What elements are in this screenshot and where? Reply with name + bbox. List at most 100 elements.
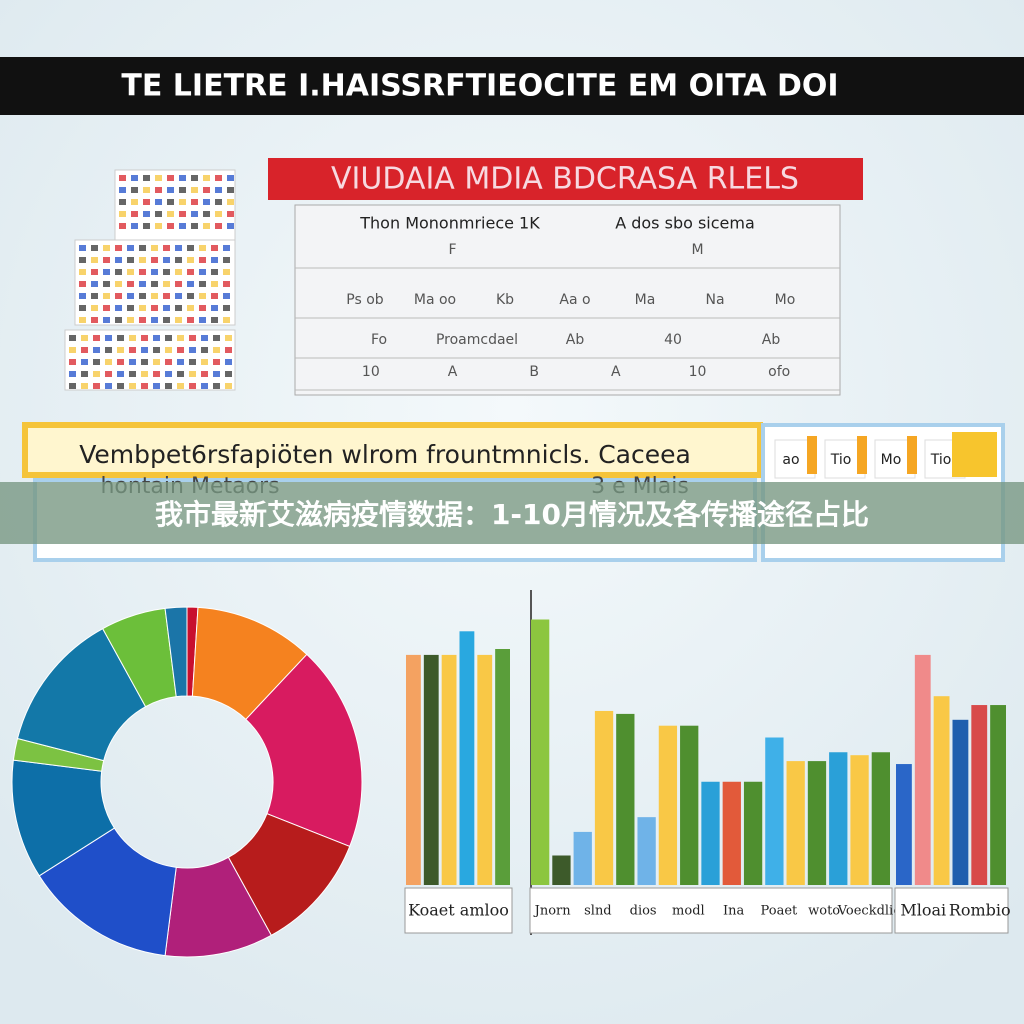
table-cell: ofo: [768, 364, 790, 380]
thumbnail-cell: [163, 293, 170, 299]
thumbnail-cell: [199, 293, 206, 299]
thumbnail-cell: [175, 281, 182, 287]
thumbnail-cell: [177, 371, 184, 377]
thumbnail-cell: [213, 359, 220, 365]
thumbnail-cell: [153, 371, 160, 377]
thumbnail-cell: [141, 383, 148, 389]
thumbnail-cell: [223, 257, 230, 263]
thumbnail-cell: [211, 293, 218, 299]
side-box-label: Mo: [881, 452, 902, 468]
bar: [743, 781, 763, 885]
thumbnail-cell: [91, 257, 98, 263]
table-cell: F: [448, 242, 456, 258]
thumbnail-cell: [227, 187, 234, 193]
thumbnail-cell: [215, 187, 222, 193]
notice-box: [22, 422, 763, 478]
thumbnail-cell: [187, 269, 194, 275]
thumbnail-cell: [81, 383, 88, 389]
bar: [477, 654, 493, 885]
thumbnail-cell: [225, 359, 232, 365]
thumbnail-cell: [91, 317, 98, 323]
thumbnail-cell: [115, 257, 122, 263]
thumbnail-cell: [79, 317, 86, 323]
thumbnail-cell: [129, 371, 136, 377]
bar: [786, 761, 805, 885]
thumbnail-cell: [177, 347, 184, 353]
thumbnail-cell: [187, 293, 194, 299]
bar: [896, 764, 912, 885]
thumbnail-cell: [79, 293, 86, 299]
bar-label: Poaet: [761, 904, 798, 919]
thumbnail-cell: [163, 281, 170, 287]
thumbnail-cell: [153, 335, 160, 341]
thumbnail-cell: [191, 187, 198, 193]
thumbnail-cell: [115, 245, 122, 251]
thumbnail-cell: [79, 281, 86, 287]
thumbnail-cell: [177, 359, 184, 365]
table-cell: Na: [705, 292, 724, 308]
thumbnail-cell: [179, 223, 186, 229]
table-cell: Aa o: [559, 292, 590, 308]
thumbnail-cell: [155, 175, 162, 181]
table-cell: Ab: [762, 332, 781, 348]
thumbnail-cell: [165, 371, 172, 377]
thumbnail-cell: [79, 269, 86, 275]
side-box-label: ao: [782, 452, 799, 468]
thumbnail-cell: [131, 223, 138, 229]
thumbnail-cell: [211, 245, 218, 251]
thumbnail-cell: [69, 371, 76, 377]
thumbnail-cell: [129, 335, 136, 341]
thumbnail-cell: [215, 223, 222, 229]
thumbnail-cell: [69, 359, 76, 365]
label-box: [894, 887, 1009, 934]
thumbnail-cell: [189, 359, 196, 365]
thumbnail-cell: [127, 269, 134, 275]
thumbnail-cell: [177, 335, 184, 341]
thumbnail-cell: [153, 383, 160, 389]
thumbnail-cell: [119, 175, 126, 181]
thumbnail-cell: [151, 257, 158, 263]
thumbnail-cell: [199, 269, 206, 275]
thumbnail-cell: [91, 245, 98, 251]
thumbnail-cell: [69, 335, 76, 341]
thumbnail-cell: [91, 293, 98, 299]
thumbnail-cell: [105, 371, 112, 377]
bar: [573, 831, 592, 885]
thumbnail-cell: [115, 293, 122, 299]
table-banner: [268, 158, 863, 200]
thumbnail-cell: [191, 211, 198, 217]
bar: [952, 719, 969, 885]
thumbnail-cell: [141, 347, 148, 353]
bar-label: Ina: [723, 904, 745, 919]
thumbnail-cell: [153, 347, 160, 353]
thumbnail-cell: [189, 347, 196, 353]
bar: [459, 631, 475, 885]
thumbnail-cell: [155, 211, 162, 217]
donut-segment: [245, 653, 363, 848]
table-cell: Kb: [496, 292, 514, 308]
table-cell: M: [691, 242, 703, 258]
thumbnail-cell: [189, 383, 196, 389]
bar: [722, 781, 741, 885]
side-box-accent: [807, 436, 817, 474]
bar: [971, 705, 988, 885]
thumbnail-cell: [211, 269, 218, 275]
thumbnail-cell: [129, 383, 136, 389]
thumbnail-cell: [225, 335, 232, 341]
thumbnail-cell: [79, 245, 86, 251]
header-bar: [0, 57, 1024, 115]
table-cell: Ma: [635, 292, 656, 308]
table-header: A dos sbo sicema: [615, 214, 755, 233]
thumbnail-cell: [199, 281, 206, 287]
thumbnail-cell: [143, 211, 150, 217]
thumbnail-cell: [203, 223, 210, 229]
thumbnail-cell: [165, 347, 172, 353]
donut-segment: [164, 606, 188, 698]
thumbnail-cell: [211, 317, 218, 323]
bar: [637, 817, 656, 885]
bar: [914, 654, 931, 885]
thumbnail-cell: [177, 383, 184, 389]
thumbnail-cell: [103, 281, 110, 287]
thumbnail-cell: [175, 269, 182, 275]
